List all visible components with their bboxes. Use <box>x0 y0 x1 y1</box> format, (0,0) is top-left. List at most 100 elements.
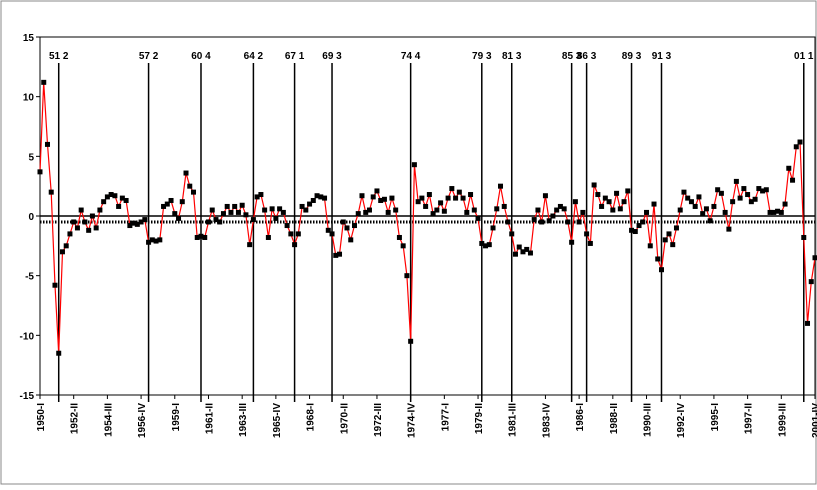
data-marker <box>472 208 477 213</box>
data-marker <box>401 243 406 248</box>
data-marker <box>794 144 799 149</box>
x-tick-label: 2001-IV <box>811 403 817 438</box>
data-marker <box>292 242 297 247</box>
data-marker <box>180 199 185 204</box>
data-marker <box>670 242 675 247</box>
data-marker <box>813 255 817 260</box>
data-marker <box>453 196 458 201</box>
data-marker <box>599 204 604 209</box>
data-marker <box>464 210 469 215</box>
data-marker <box>543 193 548 198</box>
data-marker <box>509 231 514 236</box>
data-marker <box>487 242 492 247</box>
data-marker <box>49 190 54 195</box>
recession-label: 79 3 <box>472 51 492 62</box>
data-marker <box>498 184 503 189</box>
data-marker <box>738 196 743 201</box>
data-marker <box>595 192 600 197</box>
data-marker <box>491 225 496 230</box>
data-marker <box>678 208 683 213</box>
data-marker <box>393 208 398 213</box>
data-marker <box>202 235 207 240</box>
data-marker <box>262 208 267 213</box>
recession-label: 51 2 <box>49 51 69 62</box>
data-marker <box>142 217 147 222</box>
data-marker <box>674 225 679 230</box>
data-marker <box>404 273 409 278</box>
data-marker <box>502 204 507 209</box>
data-marker <box>288 231 293 236</box>
data-marker <box>172 211 177 216</box>
data-marker <box>258 192 263 197</box>
x-tick-label: 1968-I <box>306 403 317 432</box>
data-marker <box>457 190 462 195</box>
data-marker <box>116 204 121 209</box>
data-marker <box>386 210 391 215</box>
x-tick-label: 1983-IV <box>541 403 552 438</box>
data-marker <box>468 192 473 197</box>
data-marker <box>79 208 84 213</box>
data-marker <box>539 219 544 224</box>
data-marker <box>228 210 233 215</box>
y-tick-label: 0 <box>28 212 34 223</box>
data-marker <box>337 252 342 257</box>
data-marker <box>809 279 814 284</box>
data-marker <box>494 206 499 211</box>
x-tick-label: 1965-IV <box>272 403 283 438</box>
data-marker <box>573 199 578 204</box>
data-marker <box>86 228 91 233</box>
data-marker <box>408 339 413 344</box>
data-marker <box>779 210 784 215</box>
data-marker <box>187 184 192 189</box>
data-marker <box>97 208 102 213</box>
data-marker <box>225 204 230 209</box>
data-marker <box>71 219 76 224</box>
data-marker <box>348 237 353 242</box>
data-marker <box>232 204 237 209</box>
x-tick-label: 1997-II <box>744 403 755 434</box>
data-marker <box>753 197 758 202</box>
recession-label: 69 3 <box>322 51 342 62</box>
data-marker <box>438 200 443 205</box>
data-marker <box>184 171 189 176</box>
data-marker <box>374 188 379 193</box>
data-marker <box>412 162 417 167</box>
data-marker <box>221 211 226 216</box>
data-marker <box>449 186 454 191</box>
data-marker <box>60 249 65 254</box>
data-marker <box>618 206 623 211</box>
data-marker <box>157 237 162 242</box>
data-marker <box>614 191 619 196</box>
data-marker <box>169 198 174 203</box>
data-marker <box>266 235 271 240</box>
data-marker <box>41 80 46 85</box>
data-marker <box>648 243 653 248</box>
data-marker <box>726 227 731 232</box>
data-marker <box>532 217 537 222</box>
x-tick-label: 1963-III <box>238 403 249 437</box>
data-marker <box>397 235 402 240</box>
x-tick-label: 1970-II <box>339 403 350 434</box>
data-marker <box>382 197 387 202</box>
data-marker <box>666 231 671 236</box>
recession-label: 81 3 <box>502 51 522 62</box>
data-marker <box>704 206 709 211</box>
recession-label: 64 2 <box>244 51 264 62</box>
data-marker <box>547 218 552 223</box>
data-marker <box>281 210 286 215</box>
data-marker <box>243 212 248 217</box>
data-marker <box>681 190 686 195</box>
data-marker <box>577 219 582 224</box>
data-marker <box>592 182 597 187</box>
data-marker <box>67 231 72 236</box>
data-marker <box>625 188 630 193</box>
data-marker <box>708 218 713 223</box>
recession-label: 74 4 <box>401 51 421 62</box>
recession-label: 01 1 <box>794 51 814 62</box>
data-marker <box>550 214 555 219</box>
x-tick-label: 1961-II <box>204 403 215 434</box>
x-tick-label: 1956-IV <box>137 403 148 438</box>
data-marker <box>644 210 649 215</box>
recession-label: 89 3 <box>622 51 642 62</box>
data-marker <box>652 202 657 207</box>
